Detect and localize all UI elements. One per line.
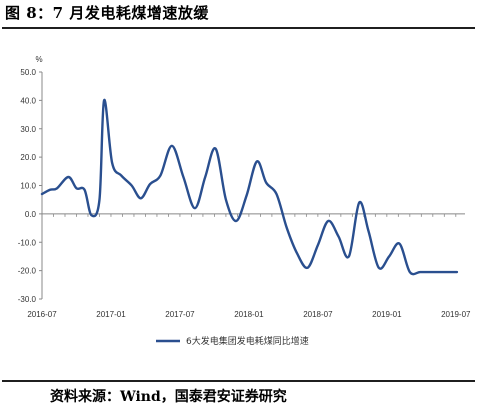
- x-tick-label: 2018-01: [234, 310, 264, 319]
- y-tick-label: 40.0: [20, 96, 36, 105]
- source-note: 资料来源：Wind，国泰君安证券研究: [50, 389, 287, 405]
- y-tick-label: 20.0: [20, 153, 36, 162]
- y-tick-label: 10.0: [20, 182, 36, 191]
- x-axis-labels: 2016-07 2017-01 2017-07 2018-01 2018-07 2019-…: [27, 310, 471, 319]
- x-tick-label: 2019-01: [372, 310, 402, 319]
- y-tick-label: 30.0: [20, 125, 36, 134]
- bottom-rule: [2, 380, 475, 382]
- y-unit-label: %: [35, 55, 42, 64]
- y-tick-label: 0.0: [25, 210, 37, 219]
- series-line: [40, 99, 459, 276]
- axes: %: [35, 55, 465, 300]
- x-tick-label: 2017-01: [96, 310, 126, 319]
- x-tick-label: 2019-07: [441, 310, 471, 319]
- legend: 6大发电集团发电耗煤同比增速: [156, 335, 309, 347]
- x-tick-label: 2016-07: [27, 310, 57, 319]
- x-tick-label: 2018-07: [303, 310, 333, 319]
- y-axis-labels: 50.0 40.0 30.0 20.0 10.0 0.0 -10.0 -20.0 -30.0: [18, 68, 37, 304]
- y-tick-label: -20.0: [18, 267, 37, 276]
- y-tick-label: -10.0: [18, 238, 37, 247]
- x-tick-label: 2017-07: [165, 310, 195, 319]
- y-tick-label: -30.0: [18, 295, 37, 304]
- top-rule: [2, 27, 475, 29]
- figure-title: 图 8：7 月发电耗煤增速放缓: [5, 4, 209, 22]
- legend-label: 6大发电集团发电耗煤同比增速: [186, 335, 309, 347]
- line-chart: 50.0 40.0 30.0 20.0 10.0 0.0 -10.0 -20.0 -30.0 2…: [18, 55, 471, 347]
- y-tick-label: 50.0: [20, 68, 36, 77]
